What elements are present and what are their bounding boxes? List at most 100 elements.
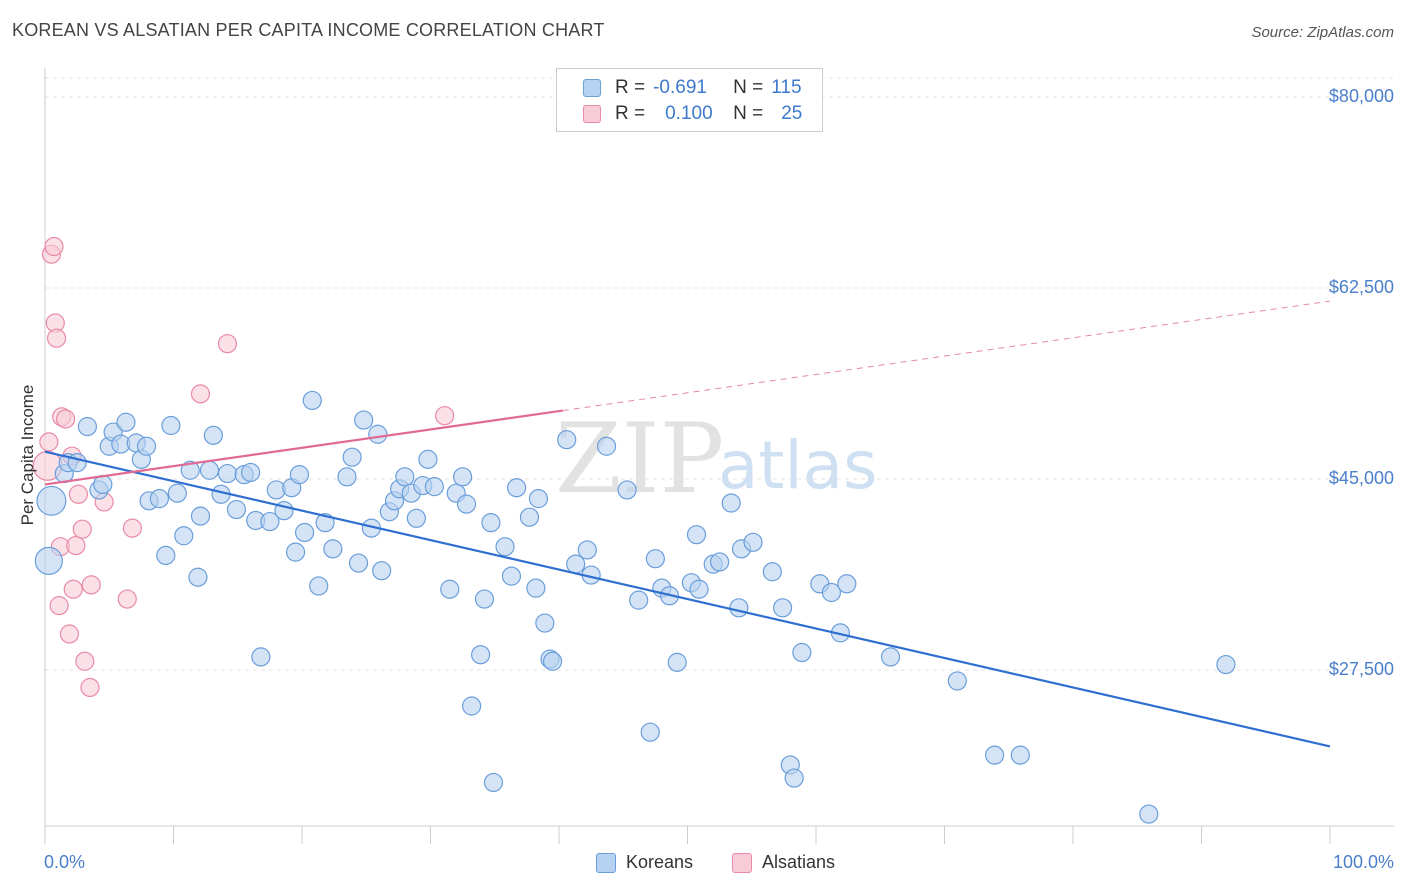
korean-point <box>495 537 515 557</box>
korean-point <box>1216 654 1236 675</box>
r-label: R = <box>615 103 646 124</box>
korean-trend-line <box>44 450 1331 748</box>
alsatian-point <box>435 406 455 426</box>
korean-point <box>289 465 310 485</box>
alsatian-point <box>59 624 80 644</box>
korean-point <box>342 447 362 467</box>
korean-point <box>285 542 306 562</box>
korean-point <box>161 415 181 436</box>
alsatian-trend-line <box>44 409 564 486</box>
alsatian-point <box>68 484 89 504</box>
grid-layer <box>45 77 1394 671</box>
alsatian-point <box>190 384 211 404</box>
korean-point <box>729 598 749 618</box>
korean-point <box>440 579 460 599</box>
korean-point <box>526 578 546 598</box>
alsatian-point <box>122 518 142 538</box>
korean-point <box>542 651 563 671</box>
korean-point <box>645 549 665 569</box>
alsatian-point <box>75 651 95 671</box>
korean-point <box>453 467 473 487</box>
korean-point <box>743 532 763 552</box>
korean-point <box>174 526 194 546</box>
alsatian-trend-extension <box>562 300 1331 412</box>
alsatian-point <box>55 409 76 429</box>
alsatian-legend-label: Alsatians <box>762 852 836 872</box>
korean-point <box>689 579 709 599</box>
korean-swatch <box>583 79 601 97</box>
korean-point <box>880 647 901 667</box>
korean-point <box>348 553 369 573</box>
korean-point <box>501 566 522 586</box>
korean-point <box>116 412 136 432</box>
korean-point <box>199 460 220 480</box>
legend-item-alsatians[interactable]: Alsatians <box>732 852 835 873</box>
korean-point <box>34 546 63 575</box>
korean-point <box>418 449 438 469</box>
korean-point <box>686 525 707 545</box>
korean-point <box>136 436 157 456</box>
korean-point <box>483 772 504 793</box>
alsatian-point <box>44 236 64 257</box>
x-tick-max: 100.0% <box>1332 852 1394 872</box>
n-value: 25 <box>781 103 803 124</box>
korean-series <box>34 390 1236 824</box>
korean-point <box>77 417 98 437</box>
korean-point <box>36 485 67 516</box>
korean-point <box>474 589 495 609</box>
y-tick-label: $27,500 <box>1328 659 1394 679</box>
chart-title: KOREAN VS ALSATIAN PER CAPITA INCOME COR… <box>12 20 605 40</box>
korean-point <box>1139 804 1159 824</box>
korean-point <box>721 493 741 513</box>
korean-point <box>985 745 1005 765</box>
korean-point <box>535 613 555 633</box>
korean-point <box>667 652 687 672</box>
korean-point <box>203 425 223 445</box>
trend-lines <box>44 300 1331 748</box>
korean-point <box>337 467 357 487</box>
y-axis-label: Per Capita Income <box>18 384 37 526</box>
korean-point <box>596 436 617 456</box>
watermark: ZIP atlas <box>555 403 878 515</box>
korean-point <box>67 453 87 473</box>
korean-point <box>947 671 967 691</box>
korean-point <box>226 499 247 520</box>
korean-point <box>837 574 857 594</box>
y-tick-label: $62,500 <box>1328 277 1394 297</box>
korean-point <box>309 576 329 596</box>
korean-point <box>792 642 812 663</box>
n-label: N = <box>733 103 764 124</box>
korean-point <box>323 539 343 559</box>
korean-point <box>640 722 660 742</box>
korean-point <box>372 561 392 581</box>
korean-point <box>784 768 804 788</box>
korean-point <box>294 522 315 543</box>
korean-point <box>462 696 482 716</box>
korean-point <box>821 582 842 603</box>
korean-point <box>617 480 637 500</box>
alsatian-point <box>217 334 238 354</box>
korean-point <box>251 647 271 667</box>
source-label: Source: ZipAtlas.com <box>1251 24 1394 41</box>
alsatian-point <box>117 589 137 609</box>
korean-point <box>456 494 477 514</box>
korean-point <box>471 645 491 665</box>
korean-point <box>772 598 793 618</box>
legend-item-koreans[interactable]: Koreans <box>596 852 693 873</box>
korean-point <box>519 507 540 527</box>
legend-row-alsatians: R = 0.100 N = 25 <box>583 103 802 125</box>
korean-point <box>481 513 501 533</box>
korean-point <box>528 489 549 509</box>
korean-point <box>315 513 335 533</box>
korean-point <box>167 483 187 503</box>
korean-point <box>354 410 374 430</box>
korean-point <box>368 424 388 444</box>
r-value: -0.691 <box>653 77 707 98</box>
alsatian-point <box>66 535 86 556</box>
korean-point <box>180 460 200 480</box>
korean-point <box>762 562 782 582</box>
alsatian-point <box>72 519 92 539</box>
korean-point <box>1010 745 1030 765</box>
alsatian-point <box>81 575 101 595</box>
